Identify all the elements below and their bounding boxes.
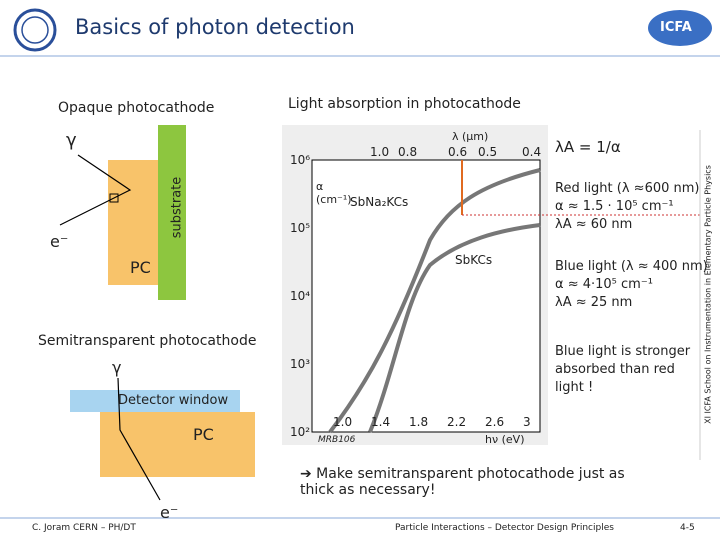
icfa-logo [648, 10, 712, 46]
y-tick-label: 10² [290, 425, 311, 439]
reference: MRB106 [318, 435, 356, 445]
x-tick-label: 2.2 [447, 415, 467, 429]
top-tick-label: 0.5 [478, 145, 498, 159]
label: e⁻ [160, 503, 179, 522]
cern-logo [13, 8, 57, 52]
curve-label: SbNa₂KCs [350, 195, 409, 209]
line: λA ≈ 60 nm [555, 217, 633, 232]
electron-box [109, 193, 119, 203]
slide-title: Basics of photon detection [75, 15, 355, 39]
label: PC [130, 258, 151, 277]
top-tick-label: 0.4 [522, 145, 542, 159]
detector-window [70, 390, 240, 412]
label: substrate [169, 176, 185, 239]
x-tick-label: 1.8 [409, 415, 429, 429]
y-tick-label: 10⁵ [290, 221, 311, 235]
substrate [158, 125, 186, 300]
cern-logo-inner [21, 16, 49, 44]
side-text: XI ICFA School on Instrumentation in Ele… [703, 165, 713, 424]
line: Blue light (λ ≈ 400 nm) [555, 259, 708, 274]
conclusion: ➔ Make semitransparent photocathode just… [300, 466, 625, 498]
label: γ [112, 358, 122, 377]
note: Red light (λ ≈600 nm) α ≈ 1.5 · 10⁵ cm⁻¹ λ… [555, 180, 700, 234]
figure-title: Light absorption in photocathode [288, 96, 521, 112]
logo-text: ICFA [660, 20, 692, 35]
x-tick-label: 3 [523, 415, 531, 429]
label: γ [66, 130, 77, 151]
y-tick-label: 10⁶ [290, 153, 311, 167]
photon-path [59, 154, 132, 226]
footer-page: 4-5 [680, 523, 695, 533]
curve [368, 223, 541, 433]
curve-label: SbKCs [455, 253, 493, 267]
label: PC [193, 425, 214, 444]
curve [328, 168, 541, 434]
photocathode [100, 412, 255, 477]
line: α ≈ 1.5 · 10⁵ cm⁻¹ [555, 199, 674, 214]
section-title: Semitransparent photocathode [38, 333, 257, 349]
top-tick-label: 0.8 [398, 145, 418, 159]
axis-label: λ (μm) [452, 130, 489, 143]
y-tick-label: 10³ [290, 357, 311, 371]
top-tick-label: 0.6 [448, 145, 468, 159]
x-tick-label: 1.4 [371, 415, 391, 429]
line: λA ≈ 25 nm [555, 295, 633, 310]
formula: λA = 1/α [555, 138, 621, 156]
photon-path [117, 377, 161, 501]
plot-area [311, 159, 541, 433]
section-title: Opaque photocathode [58, 100, 215, 116]
x-tick-label: 1.0 [333, 415, 353, 429]
top-tick-label: 1.0 [370, 145, 390, 159]
x-tick-label: 2.6 [485, 415, 505, 429]
footer-author: C. Joram CERN – PH/DT [32, 523, 136, 533]
y-tick-label: 10⁴ [290, 289, 311, 303]
axis-label: hν (eV) [485, 433, 525, 446]
line: Red light (λ ≈600 nm) [555, 181, 700, 196]
line: α ≈ 4·10⁵ cm⁻¹ [555, 277, 653, 292]
label: Detector window [118, 393, 229, 408]
note: Blue light (λ ≈ 400 nm) α ≈ 4·10⁵ cm⁻¹ λA … [555, 258, 708, 312]
axis-label: α (cm⁻¹) [316, 180, 352, 206]
note: Blue light is stronger absorbed than red… [555, 344, 691, 395]
footer-center: Particle Interactions – Detector Design … [395, 523, 614, 533]
label: e⁻ [50, 232, 69, 251]
